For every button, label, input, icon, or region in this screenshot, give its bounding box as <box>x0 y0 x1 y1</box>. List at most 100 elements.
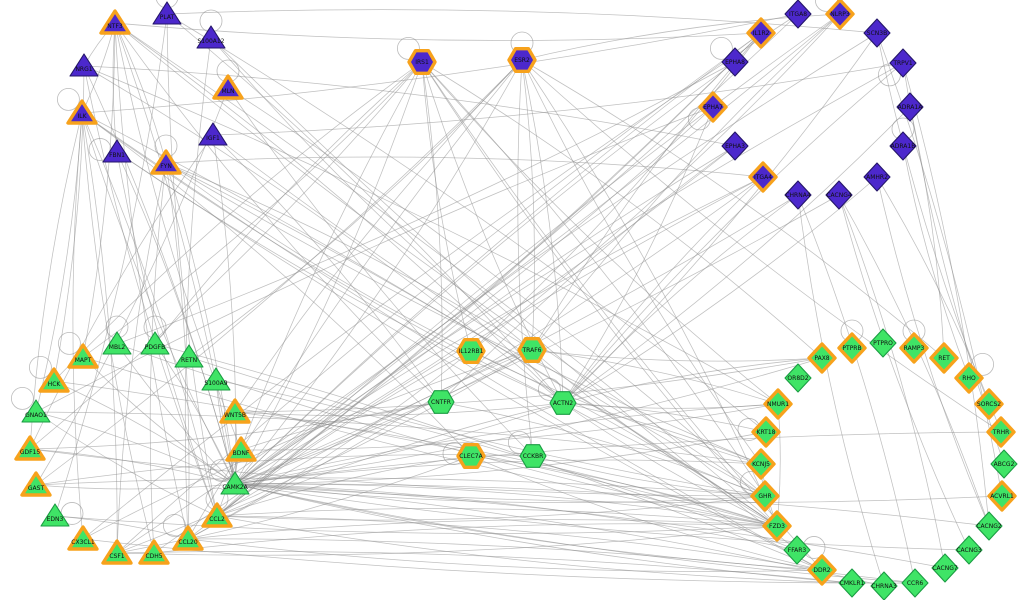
edge <box>187 519 778 540</box>
edge <box>29 61 423 450</box>
edge <box>227 87 766 497</box>
edge <box>562 194 799 404</box>
node-SORCS2[interactable]: SORCS2 <box>974 388 1004 420</box>
edge <box>72 112 84 540</box>
node-AMHR2[interactable]: AMHR2 <box>863 162 891 192</box>
node-CACNG7[interactable]: CACNG7 <box>931 553 959 583</box>
node-PTPRB[interactable]: PTPRB <box>837 332 867 364</box>
edge <box>35 112 83 413</box>
edge <box>234 411 778 527</box>
edge <box>82 13 799 540</box>
node-GAST[interactable]: GAST <box>20 471 52 497</box>
node-PAX8[interactable]: PAX8 <box>807 342 837 374</box>
diamond-node-shape <box>990 449 1018 479</box>
node-PDGFB[interactable]: PDGFB <box>140 331 170 355</box>
node-RHO[interactable]: RHO <box>954 362 984 394</box>
node-PTPRO[interactable]: PTPRO <box>869 328 897 358</box>
node-NMUR1[interactable]: NMUR1 <box>763 388 793 420</box>
diamond-node-shape <box>825 0 855 30</box>
node-RET[interactable]: RET <box>929 342 959 374</box>
node-GHR[interactable]: GHR <box>750 480 780 512</box>
node-TRAF6[interactable]: TRAF6 <box>517 336 547 364</box>
node-CCR6[interactable]: CCR6 <box>901 568 929 598</box>
node-OR8D2[interactable]: OR8D2 <box>784 363 812 393</box>
node-CHRNA4[interactable]: CHRNA4 <box>784 180 812 210</box>
edge <box>53 380 236 485</box>
self-loop-edge <box>209 458 233 482</box>
node-CX3CL1[interactable]: CX3CL1 <box>67 525 99 551</box>
node-SCN3B[interactable]: SCN3B <box>863 18 891 48</box>
edge <box>116 151 236 485</box>
self-loop-edge <box>58 331 81 355</box>
edge <box>562 62 904 404</box>
node-ITGA4[interactable]: ITGA4 <box>748 161 778 193</box>
edge <box>234 59 523 485</box>
edge <box>470 13 841 352</box>
edge <box>116 162 167 554</box>
triangle-node-shape <box>21 399 51 423</box>
edge <box>83 65 736 147</box>
node-NTF3[interactable]: NTF3 <box>99 9 131 35</box>
diamond-node-shape <box>750 480 780 512</box>
edge <box>562 402 762 465</box>
self-loop-edge <box>57 88 80 111</box>
diamond-node-shape <box>986 416 1016 448</box>
self-loop-edge <box>10 386 34 410</box>
edge <box>116 61 736 345</box>
node-S100A9[interactable]: S100A9 <box>201 367 231 391</box>
node-ITGA8[interactable]: ITGA8 <box>784 0 812 29</box>
node-ADRA1B[interactable]: ADRA1B <box>889 131 917 161</box>
node-KCNJ5[interactable]: KCNJ5 <box>746 448 776 480</box>
node-IRS1[interactable]: IRS1 <box>407 48 437 76</box>
node-S100A12[interactable]: S100A12 <box>196 25 226 49</box>
diamond-node-shape <box>869 328 897 358</box>
node-CNTFR[interactable]: CNTFR <box>427 390 455 414</box>
node-TRPV1[interactable]: TRPV1 <box>889 48 917 78</box>
node-WNT5B[interactable]: WNT5B <box>219 398 251 424</box>
edge <box>212 134 442 403</box>
diamond-node-shape <box>746 448 776 480</box>
node-ADRA1A[interactable]: ADRA1A <box>896 92 924 122</box>
hexagon-node-shape <box>456 337 486 365</box>
triangle-node-shape <box>38 367 70 393</box>
node-CLEC7A[interactable]: CLEC7A <box>456 442 486 470</box>
triangle-node-shape <box>67 525 99 551</box>
edge <box>562 357 823 404</box>
edge <box>421 61 823 359</box>
diamond-node-shape <box>784 0 812 29</box>
node-FBN1[interactable]: FBN1 <box>102 139 132 163</box>
node-IL12RB1[interactable]: IL12RB1 <box>456 337 486 365</box>
node-NRG1[interactable]: NRG1 <box>69 53 99 77</box>
node-BDNF[interactable]: BDNF <box>225 436 257 462</box>
node-IGF1[interactable]: IGF1 <box>198 122 228 146</box>
node-EDN3[interactable]: EDN3 <box>40 503 70 527</box>
node-CACNG3[interactable]: CACNG3 <box>955 535 983 565</box>
node-ESR2[interactable]: ESR2 <box>507 46 537 74</box>
node-EPHA7[interactable]: EPHA7 <box>698 91 728 123</box>
node-RAMP3[interactable]: RAMP3 <box>899 332 929 364</box>
edge <box>114 22 189 540</box>
edge <box>521 59 564 404</box>
node-MBL2[interactable]: MBL2 <box>102 331 132 355</box>
node-CMKLR1[interactable]: CMKLR1 <box>838 568 866 598</box>
node-PLAT[interactable]: PLAT <box>152 1 182 25</box>
triangle-node-shape <box>150 149 182 175</box>
edge <box>116 455 472 554</box>
node-ACVRL1[interactable]: ACVRL1 <box>987 480 1017 512</box>
edge <box>421 61 778 527</box>
diamond-node-shape <box>838 568 866 598</box>
node-GNAO1[interactable]: GNAO1 <box>21 399 51 423</box>
triangle-node-shape <box>201 367 231 391</box>
edge <box>902 62 990 527</box>
node-ABCG2[interactable]: ABCG2 <box>990 449 1018 479</box>
edge <box>210 37 533 351</box>
edge <box>234 106 714 485</box>
node-EPHA3[interactable]: EPHA3 <box>721 131 749 161</box>
node-CACNG2[interactable]: CACNG2 <box>975 511 1003 541</box>
diamond-node-shape <box>889 48 917 78</box>
triangle-node-shape <box>69 53 99 77</box>
node-GDF15[interactable]: GDF15 <box>14 435 46 461</box>
node-MLN[interactable]: MLN <box>212 74 244 100</box>
node-CHRNA3[interactable]: CHRNA3 <box>870 571 898 600</box>
